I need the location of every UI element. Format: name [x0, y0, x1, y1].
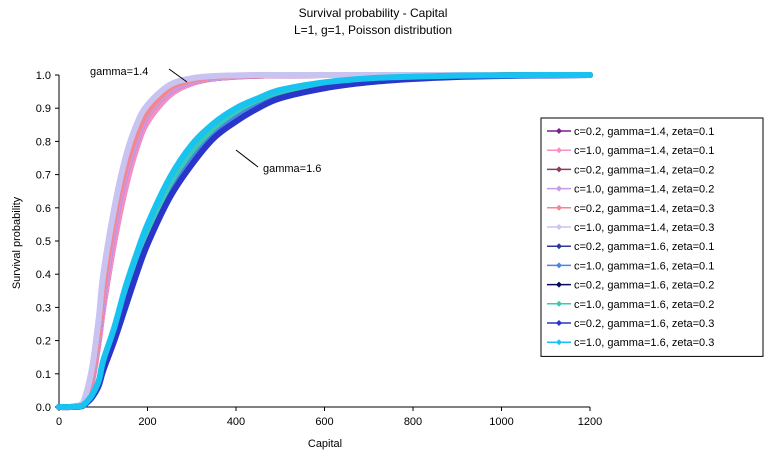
- annotation-gamma-1-6: gamma=1.6: [263, 163, 321, 175]
- legend-swatch-marker: [556, 166, 562, 173]
- legend-swatch-marker: [556, 320, 562, 326]
- x-tick-label: 200: [138, 416, 156, 428]
- legend-entry-label: c=0.2, gamma=1.6, zeta=0.1: [574, 241, 714, 253]
- x-tick-label: 1000: [489, 416, 513, 428]
- y-tick-label: 0.8: [36, 136, 51, 148]
- y-tick-label: 1.0: [36, 70, 51, 82]
- annotation-gamma-1-4: gamma=1.4: [90, 66, 148, 78]
- legend-swatch-marker: [556, 204, 562, 211]
- legend-entry-label: c=0.2, gamma=1.6, zeta=0.2: [574, 280, 714, 292]
- y-tick-label: 0.9: [36, 103, 51, 115]
- legend-swatch-marker: [556, 339, 562, 346]
- y-tick-label: 0.1: [36, 369, 51, 381]
- legend-entry-label: c=0.2, gamma=1.4, zeta=0.2: [574, 164, 714, 176]
- legend-swatch-marker: [556, 300, 562, 307]
- legend-entry-label: c=1.0, gamma=1.4, zeta=0.1: [574, 145, 714, 157]
- legend-swatch-marker: [556, 147, 562, 154]
- legend-entry-label: c=1.0, gamma=1.4, zeta=0.3: [574, 222, 714, 234]
- x-tick-label: 0: [56, 416, 62, 428]
- legend-entry-label: c=0.2, gamma=1.4, zeta=0.3: [574, 203, 714, 215]
- legend-box: [540, 117, 764, 357]
- legend-swatch-marker: [556, 243, 562, 250]
- y-tick-label: 0.5: [36, 236, 51, 248]
- legend: c=0.2, gamma=1.4, zeta=0.1 c=1.0, gamma=1…: [540, 117, 764, 357]
- y-tick-label: 0.0: [36, 402, 51, 414]
- y-tick-label: 0.7: [36, 170, 51, 182]
- series-lines: [56, 71, 593, 411]
- x-axis-label: Capital: [308, 438, 342, 450]
- legend-entry-label: c=0.2, gamma=1.6, zeta=0.3: [574, 318, 714, 330]
- annotation-pointers: [168, 68, 259, 168]
- legend-swatch-marker: [556, 281, 562, 288]
- legend-entry-label: c=1.0, gamma=1.6, zeta=0.2: [574, 299, 714, 311]
- legend-swatch-marker: [556, 185, 562, 192]
- legend-swatch-marker: [556, 262, 562, 269]
- x-tick-label: 600: [315, 416, 333, 428]
- x-tick-label: 400: [227, 416, 245, 428]
- series-line-12: [56, 71, 593, 411]
- axes: 0.0 0.1 0.2 0.3 0.4 0.5 0.6 0.7 0.8 0.9 1.0 0 200 400…: [36, 70, 603, 428]
- y-axis-label: Survival probability: [11, 196, 23, 289]
- legend-entry-label: c=0.2, gamma=1.4, zeta=0.1: [574, 126, 714, 138]
- x-tick-label: 1200: [578, 416, 602, 428]
- legend-entry-label: c=1.0, gamma=1.6, zeta=0.1: [574, 260, 714, 272]
- chart-title: Survival probability - Capital: [299, 6, 448, 20]
- y-tick-label: 0.2: [36, 336, 51, 348]
- annotation-pointer-gamma-1-6: [235, 149, 259, 168]
- y-tick-label: 0.6: [36, 203, 51, 215]
- legend-swatch-marker: [556, 224, 562, 230]
- y-tick-label: 0.4: [36, 269, 51, 281]
- y-tick-label: 0.3: [36, 302, 51, 314]
- annotation-pointer-gamma-1-4: [168, 68, 188, 83]
- x-tick-label: 800: [404, 416, 422, 428]
- legend-swatch-marker: [556, 128, 562, 134]
- chart-subtitle: L=1, g=1, Poisson distribution: [294, 23, 452, 37]
- legend-entry-label: c=1.0, gamma=1.6, zeta=0.3: [574, 337, 714, 349]
- legend-entry-label: c=1.0, gamma=1.4, zeta=0.2: [574, 184, 714, 196]
